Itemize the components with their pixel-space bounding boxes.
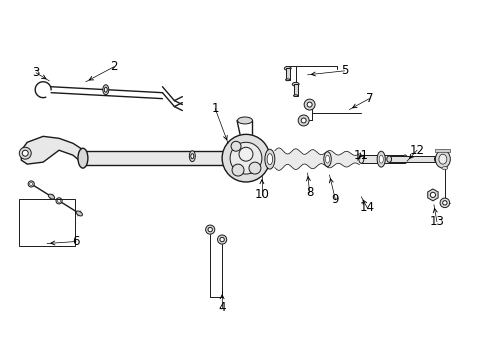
Ellipse shape — [58, 199, 61, 202]
Circle shape — [239, 147, 252, 161]
Ellipse shape — [56, 198, 62, 204]
Ellipse shape — [376, 151, 385, 167]
Text: 6: 6 — [72, 235, 80, 248]
Text: 14: 14 — [359, 201, 374, 214]
Text: 3: 3 — [32, 66, 40, 79]
Circle shape — [301, 118, 305, 123]
Text: 10: 10 — [254, 188, 269, 201]
Bar — [19, 199, 75, 247]
Circle shape — [429, 192, 435, 198]
Text: 13: 13 — [428, 215, 444, 228]
Ellipse shape — [76, 211, 82, 216]
Bar — [361, 155, 404, 163]
Ellipse shape — [28, 181, 34, 187]
Text: 1: 1 — [211, 102, 219, 115]
Ellipse shape — [189, 151, 195, 162]
Ellipse shape — [284, 67, 290, 70]
Ellipse shape — [264, 149, 274, 169]
Circle shape — [298, 115, 308, 126]
Ellipse shape — [402, 155, 407, 163]
Ellipse shape — [266, 154, 272, 165]
Text: 7: 7 — [365, 92, 372, 105]
Circle shape — [22, 150, 28, 156]
Ellipse shape — [78, 148, 88, 168]
Ellipse shape — [292, 82, 299, 86]
Bar — [83, 151, 234, 165]
Text: 2: 2 — [110, 60, 117, 73]
Ellipse shape — [293, 95, 297, 96]
Text: 5: 5 — [340, 64, 347, 77]
Circle shape — [304, 99, 314, 110]
Ellipse shape — [438, 154, 446, 164]
Ellipse shape — [230, 150, 238, 166]
Text: 9: 9 — [331, 193, 339, 206]
Text: 4: 4 — [218, 301, 225, 314]
Text: 8: 8 — [305, 186, 313, 199]
Polygon shape — [427, 189, 437, 201]
Ellipse shape — [434, 150, 449, 168]
Circle shape — [220, 237, 224, 242]
Ellipse shape — [104, 87, 107, 92]
Circle shape — [19, 147, 31, 159]
Bar — [285, 68, 289, 80]
Circle shape — [231, 141, 241, 151]
Circle shape — [232, 164, 244, 176]
Ellipse shape — [285, 79, 289, 81]
Circle shape — [207, 228, 212, 232]
Circle shape — [222, 134, 269, 182]
Circle shape — [230, 142, 262, 174]
Ellipse shape — [386, 156, 391, 162]
Bar — [293, 84, 297, 96]
Circle shape — [217, 235, 226, 244]
Circle shape — [205, 225, 214, 234]
Text: 12: 12 — [408, 144, 424, 157]
Ellipse shape — [30, 183, 33, 185]
Polygon shape — [21, 136, 85, 165]
Circle shape — [442, 201, 446, 205]
Ellipse shape — [102, 85, 108, 95]
Circle shape — [248, 162, 261, 174]
Ellipse shape — [325, 155, 329, 163]
Circle shape — [439, 198, 448, 208]
Ellipse shape — [237, 117, 252, 124]
Ellipse shape — [323, 152, 330, 167]
Bar — [388, 156, 436, 162]
Text: 11: 11 — [353, 149, 368, 162]
Ellipse shape — [434, 156, 438, 162]
Ellipse shape — [48, 194, 55, 199]
Ellipse shape — [441, 167, 447, 170]
Ellipse shape — [358, 155, 363, 163]
Ellipse shape — [378, 155, 383, 163]
Circle shape — [306, 102, 311, 107]
Bar — [434, 149, 449, 152]
Ellipse shape — [190, 154, 193, 159]
